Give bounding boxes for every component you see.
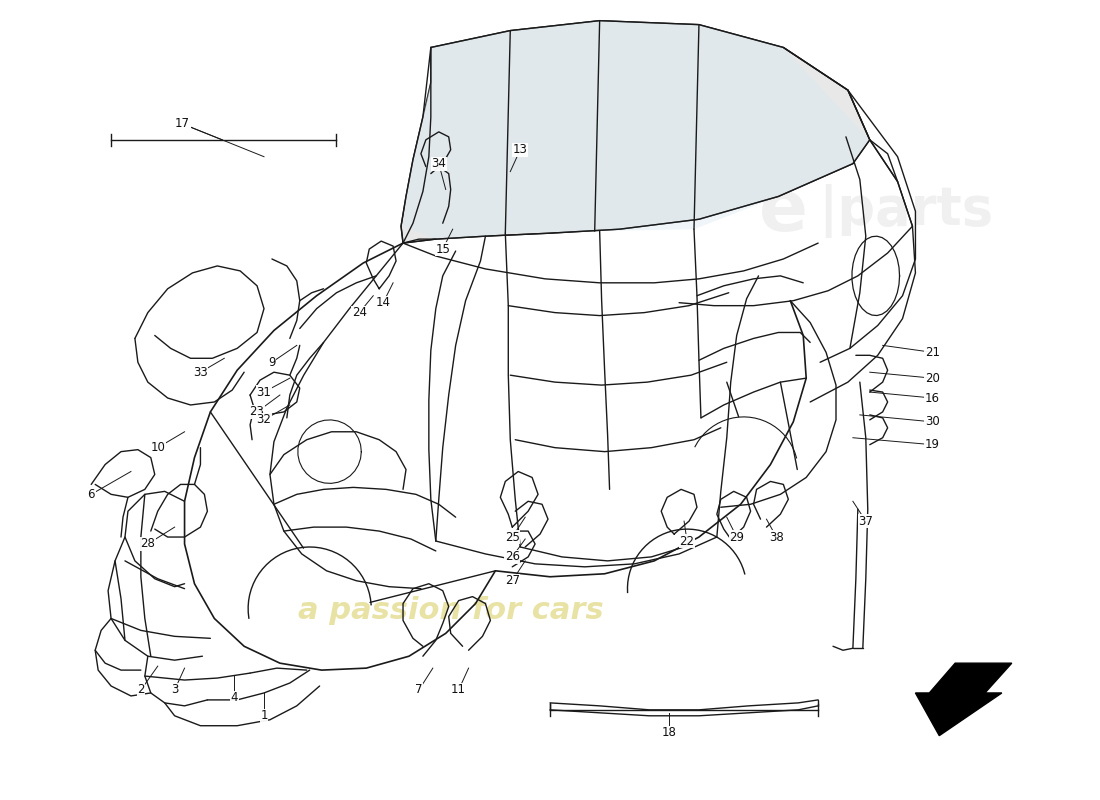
Text: 16: 16 bbox=[925, 391, 939, 405]
Text: 9: 9 bbox=[268, 356, 276, 369]
Text: 28: 28 bbox=[141, 538, 155, 550]
Text: a passion for cars: a passion for cars bbox=[298, 596, 604, 625]
Text: 27: 27 bbox=[505, 574, 520, 587]
Text: 2: 2 bbox=[138, 683, 144, 697]
Text: 34: 34 bbox=[431, 157, 447, 170]
Text: 29: 29 bbox=[729, 530, 745, 543]
Text: 23: 23 bbox=[250, 406, 264, 418]
Text: 1: 1 bbox=[261, 710, 267, 722]
Text: 18: 18 bbox=[662, 726, 676, 739]
Text: |parts: |parts bbox=[818, 184, 993, 238]
Text: 17: 17 bbox=[175, 118, 190, 130]
Text: 14: 14 bbox=[376, 296, 390, 309]
Text: 31: 31 bbox=[256, 386, 272, 398]
Text: 6: 6 bbox=[88, 488, 95, 501]
Text: 18: 18 bbox=[662, 726, 676, 739]
Text: 25: 25 bbox=[505, 530, 519, 543]
Text: 3: 3 bbox=[170, 683, 178, 697]
Text: 30: 30 bbox=[925, 415, 939, 428]
Text: 24: 24 bbox=[352, 306, 366, 319]
Text: 33: 33 bbox=[194, 366, 208, 378]
Text: 32: 32 bbox=[256, 414, 272, 426]
Polygon shape bbox=[915, 663, 1012, 736]
Polygon shape bbox=[403, 21, 870, 239]
Text: 7: 7 bbox=[415, 683, 422, 697]
Text: 26: 26 bbox=[505, 550, 520, 563]
Text: 20: 20 bbox=[925, 372, 939, 385]
Text: 10: 10 bbox=[151, 441, 165, 454]
Text: 15: 15 bbox=[436, 242, 450, 255]
Text: 4: 4 bbox=[231, 691, 238, 705]
Text: 22: 22 bbox=[680, 534, 694, 547]
Text: 38: 38 bbox=[769, 530, 784, 543]
Text: 21: 21 bbox=[925, 346, 939, 359]
Text: 19: 19 bbox=[925, 438, 939, 451]
Text: 17: 17 bbox=[175, 118, 190, 130]
Text: e: e bbox=[759, 177, 808, 246]
Text: 11: 11 bbox=[451, 683, 466, 697]
Text: 37: 37 bbox=[858, 514, 873, 528]
Polygon shape bbox=[402, 21, 870, 243]
Text: 13: 13 bbox=[513, 143, 528, 156]
